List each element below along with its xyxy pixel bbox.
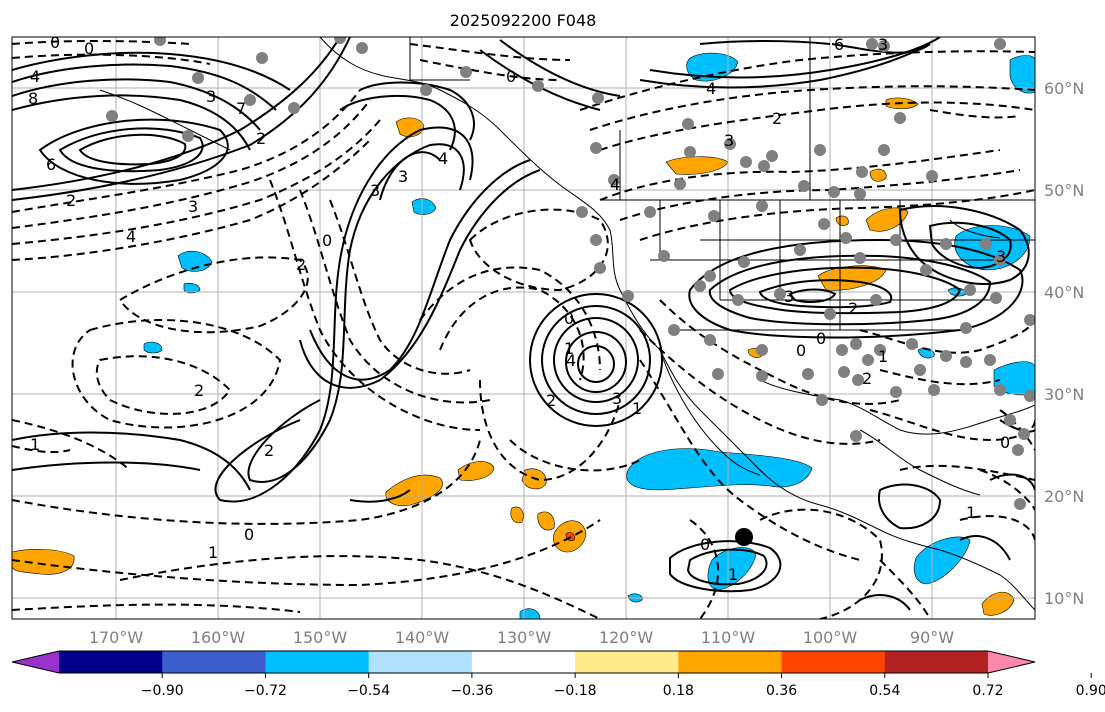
svg-text:4: 4 [438, 149, 448, 168]
lon-label: 160°W [191, 628, 246, 647]
lat-label: 60°N [1044, 79, 1084, 98]
svg-text:2: 2 [546, 391, 556, 410]
colorbar-segment [884, 651, 989, 673]
svg-text:1: 1 [966, 503, 976, 522]
svg-text:8: 8 [28, 89, 38, 108]
colorbar-left-arrow [12, 651, 59, 673]
lat-label: 30°N [1044, 385, 1084, 404]
svg-text:6: 6 [46, 155, 56, 174]
svg-text:2: 2 [848, 299, 858, 318]
svg-text:4: 4 [566, 351, 576, 370]
colorbar-segment [368, 651, 473, 673]
colorbar-tick-label: 0.72 [972, 683, 1003, 699]
svg-text:2: 2 [296, 255, 306, 274]
svg-text:1: 1 [564, 339, 574, 358]
lon-label: 90°W [910, 628, 954, 647]
colorbar-right-arrow [988, 651, 1035, 673]
svg-text:2: 2 [66, 191, 76, 210]
lon-label: 150°W [293, 628, 348, 647]
svg-text:6: 6 [834, 35, 844, 54]
dashed-contours [12, 40, 1035, 619]
colorbar-segment [265, 651, 370, 673]
longitude-labels: 170°W 160°W 150°W 140°W 130°W 120°W 110°… [89, 628, 954, 647]
svg-text:3: 3 [370, 181, 380, 200]
positive-shading [12, 97, 1015, 616]
svg-text:4: 4 [610, 175, 620, 194]
svg-text:0: 0 [564, 309, 574, 328]
contour-labels: 0 0 4 8 3 6 2 2 3 4 2 7 0 4 3 4 2 3 0 2 … [28, 33, 1010, 584]
colorbar-segment [162, 651, 266, 673]
storm-center-marker [735, 528, 753, 546]
svg-text:7: 7 [236, 99, 246, 118]
latitude-labels: 60°N 50°N 40°N 30°N 20°N 10°N [1044, 79, 1084, 608]
svg-text:4: 4 [706, 79, 716, 98]
colorbar-tick-label: −0.90 [141, 683, 184, 699]
colorbar-tick-label: −0.18 [554, 683, 597, 699]
lat-label: 40°N [1044, 283, 1084, 302]
colorbar-tick-label: 0.18 [663, 683, 694, 699]
svg-text:3: 3 [996, 247, 1006, 266]
lat-label: 50°N [1044, 181, 1084, 200]
colorbar-tick-label: −0.36 [450, 683, 493, 699]
colorbar-ticks: −0.90 −0.72 −0.54 −0.36 −0.18 0.18 0.36 0.54 0.7… [141, 673, 1105, 699]
svg-text:3: 3 [398, 167, 408, 186]
svg-text:0: 0 [244, 525, 254, 544]
svg-text:2: 2 [256, 129, 266, 148]
svg-text:1: 1 [728, 565, 738, 584]
svg-text:3: 3 [188, 197, 198, 216]
colorbar-tick-label: −0.54 [347, 683, 390, 699]
lon-label: 100°W [803, 628, 858, 647]
colorbar-segment [781, 651, 886, 673]
map-title: 2025092200 F048 [450, 11, 597, 30]
lon-label: 120°W [599, 628, 654, 647]
colorbar-tick-label: 0.54 [869, 683, 900, 699]
svg-text:0: 0 [700, 535, 710, 554]
lon-label: 130°W [497, 628, 552, 647]
colorbar-outline [11, 650, 1036, 674]
colorbar-segment [471, 651, 576, 673]
svg-text:0: 0 [816, 329, 826, 348]
svg-text:0: 0 [796, 341, 806, 360]
svg-text:0: 0 [506, 67, 516, 86]
svg-text:2: 2 [862, 369, 872, 388]
svg-text:3: 3 [878, 35, 888, 54]
lat-label: 10°N [1044, 589, 1084, 608]
svg-text:3: 3 [206, 87, 216, 106]
colorbar-segment [59, 651, 163, 673]
svg-text:1: 1 [878, 347, 888, 366]
map-frame [11, 36, 1036, 620]
svg-text:4: 4 [126, 227, 136, 246]
svg-text:0: 0 [1000, 433, 1010, 452]
svg-text:3: 3 [612, 389, 622, 408]
colorbar-tick-label: 0.36 [766, 683, 797, 699]
negative-shading [143, 52, 1035, 619]
colorbar-segment [575, 651, 679, 673]
colorbar: −0.90 −0.72 −0.54 −0.36 −0.18 0.18 0.36 0.54 0.7… [11, 650, 1105, 699]
svg-text:2: 2 [194, 381, 204, 400]
svg-text:4: 4 [30, 67, 40, 86]
svg-text:3: 3 [724, 131, 734, 150]
svg-text:1: 1 [632, 399, 642, 418]
svg-text:0: 0 [50, 33, 60, 52]
svg-text:3: 3 [784, 287, 794, 306]
lon-label: 170°W [89, 628, 144, 647]
svg-text:1: 1 [208, 543, 218, 562]
solid-contours [12, 37, 1035, 611]
lon-label: 140°W [395, 628, 450, 647]
colorbar-tick-label: 0.90 [1076, 683, 1105, 699]
station-dots [106, 37, 1035, 510]
svg-text:0: 0 [322, 231, 332, 250]
svg-text:2: 2 [264, 441, 274, 460]
lon-label: 110°W [701, 628, 756, 647]
lat-label: 20°N [1044, 487, 1084, 506]
svg-text:2: 2 [772, 109, 782, 128]
svg-text:1: 1 [30, 435, 40, 454]
colorbar-segment [678, 651, 783, 673]
svg-text:0: 0 [84, 39, 94, 58]
colorbar-tick-label: −0.72 [244, 683, 287, 699]
coastlines [99, 37, 1035, 611]
